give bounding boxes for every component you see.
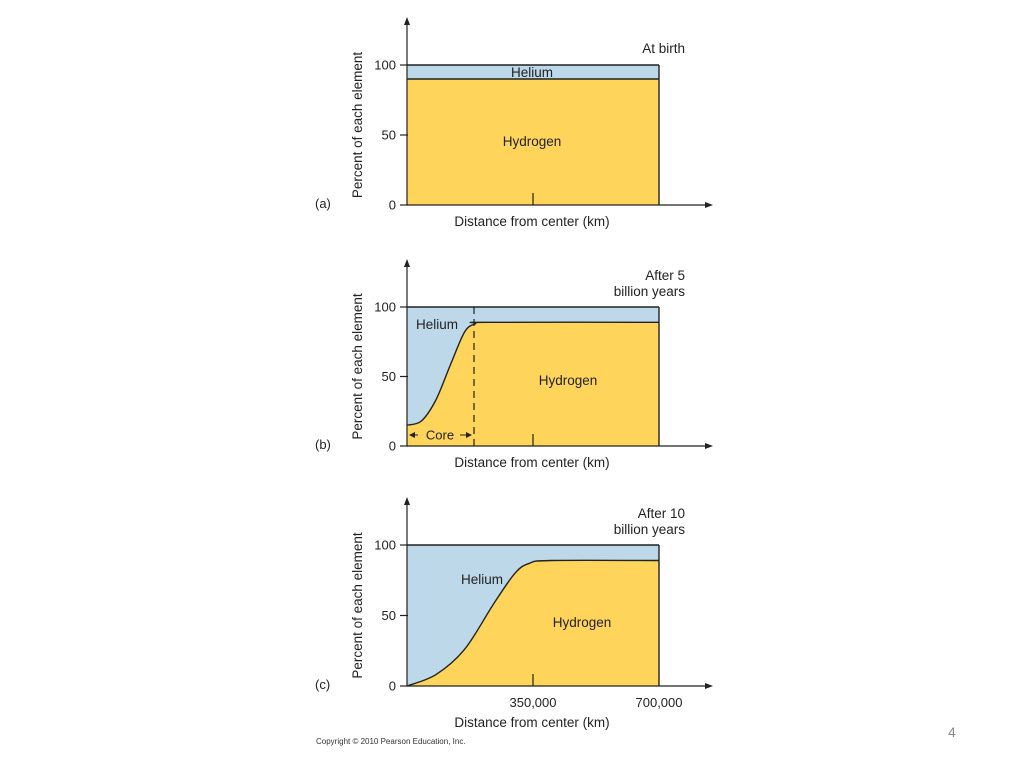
y-axis-label: Percent of each element [350, 532, 365, 679]
x-axis-arrowhead [705, 683, 713, 689]
y-tick-label: 50 [382, 369, 396, 384]
y-tick-label: 100 [374, 58, 396, 73]
x-axis-label: Distance from center (km) [454, 715, 609, 730]
x-axis-label: Distance from center (km) [454, 214, 609, 229]
slide-number: 4 [948, 724, 956, 740]
y-tick-label: 0 [389, 439, 396, 454]
panel-title-line: After 10 [638, 506, 685, 521]
panel-title-line: After 5 [645, 268, 685, 283]
chart-panel-1: 0 50 100 Distance from center (km) Percent o… [315, 17, 713, 229]
helium-label: Helium [511, 65, 553, 80]
y-axis-arrowhead [404, 259, 410, 267]
panel-label: (c) [315, 677, 330, 692]
y-tick-label: 100 [374, 538, 396, 553]
y-axis-label: Percent of each element [350, 52, 365, 199]
core-arrowhead-left [409, 432, 415, 438]
panel-label: (b) [315, 437, 331, 452]
hydrogen-boundary-line [406, 321, 660, 426]
hydrogen-label: Hydrogen [553, 615, 612, 630]
panel-title-line: At birth [642, 41, 685, 56]
x-tick-label: 350,000 [510, 695, 557, 710]
hydrogen-label: Hydrogen [539, 373, 598, 388]
hydrogen-area [407, 322, 659, 446]
y-tick-label: 0 [389, 679, 396, 694]
copyright-notice: Copyright © 2010 Pearson Education, Inc. [316, 737, 466, 746]
y-tick-label: 50 [382, 128, 396, 143]
hydrogen-label: Hydrogen [503, 134, 562, 149]
y-tick-label: 50 [382, 608, 396, 623]
hydrogen-area [407, 560, 659, 686]
y-tick-label: 0 [389, 198, 396, 213]
y-axis-arrowhead [404, 497, 410, 505]
x-axis-label: Distance from center (km) [454, 455, 609, 470]
helium-label: Helium [461, 572, 503, 587]
hydrogen-boundary-line [406, 559, 660, 687]
x-tick-label: 700,000 [636, 695, 683, 710]
x-axis-arrowhead [705, 202, 713, 208]
y-tick-label: 100 [374, 300, 396, 315]
core-arrowhead-right [466, 432, 472, 438]
chart-panel-3: 0 50 100 350,000 700,000 Distance from center… [315, 497, 713, 730]
panel-title-line: billion years [614, 522, 686, 537]
x-axis-arrowhead [705, 443, 713, 449]
panel-title-line: billion years [614, 284, 686, 299]
hydrogen-area [407, 79, 659, 205]
core-label: Core [426, 428, 454, 443]
y-axis-label: Percent of each element [350, 293, 365, 440]
panel-label: (a) [315, 196, 331, 211]
chart-panel-2: 0 50 100 Distance from center (km) Percent o… [315, 259, 713, 470]
y-axis-arrowhead [404, 17, 410, 25]
helium-label: Helium [416, 317, 458, 332]
